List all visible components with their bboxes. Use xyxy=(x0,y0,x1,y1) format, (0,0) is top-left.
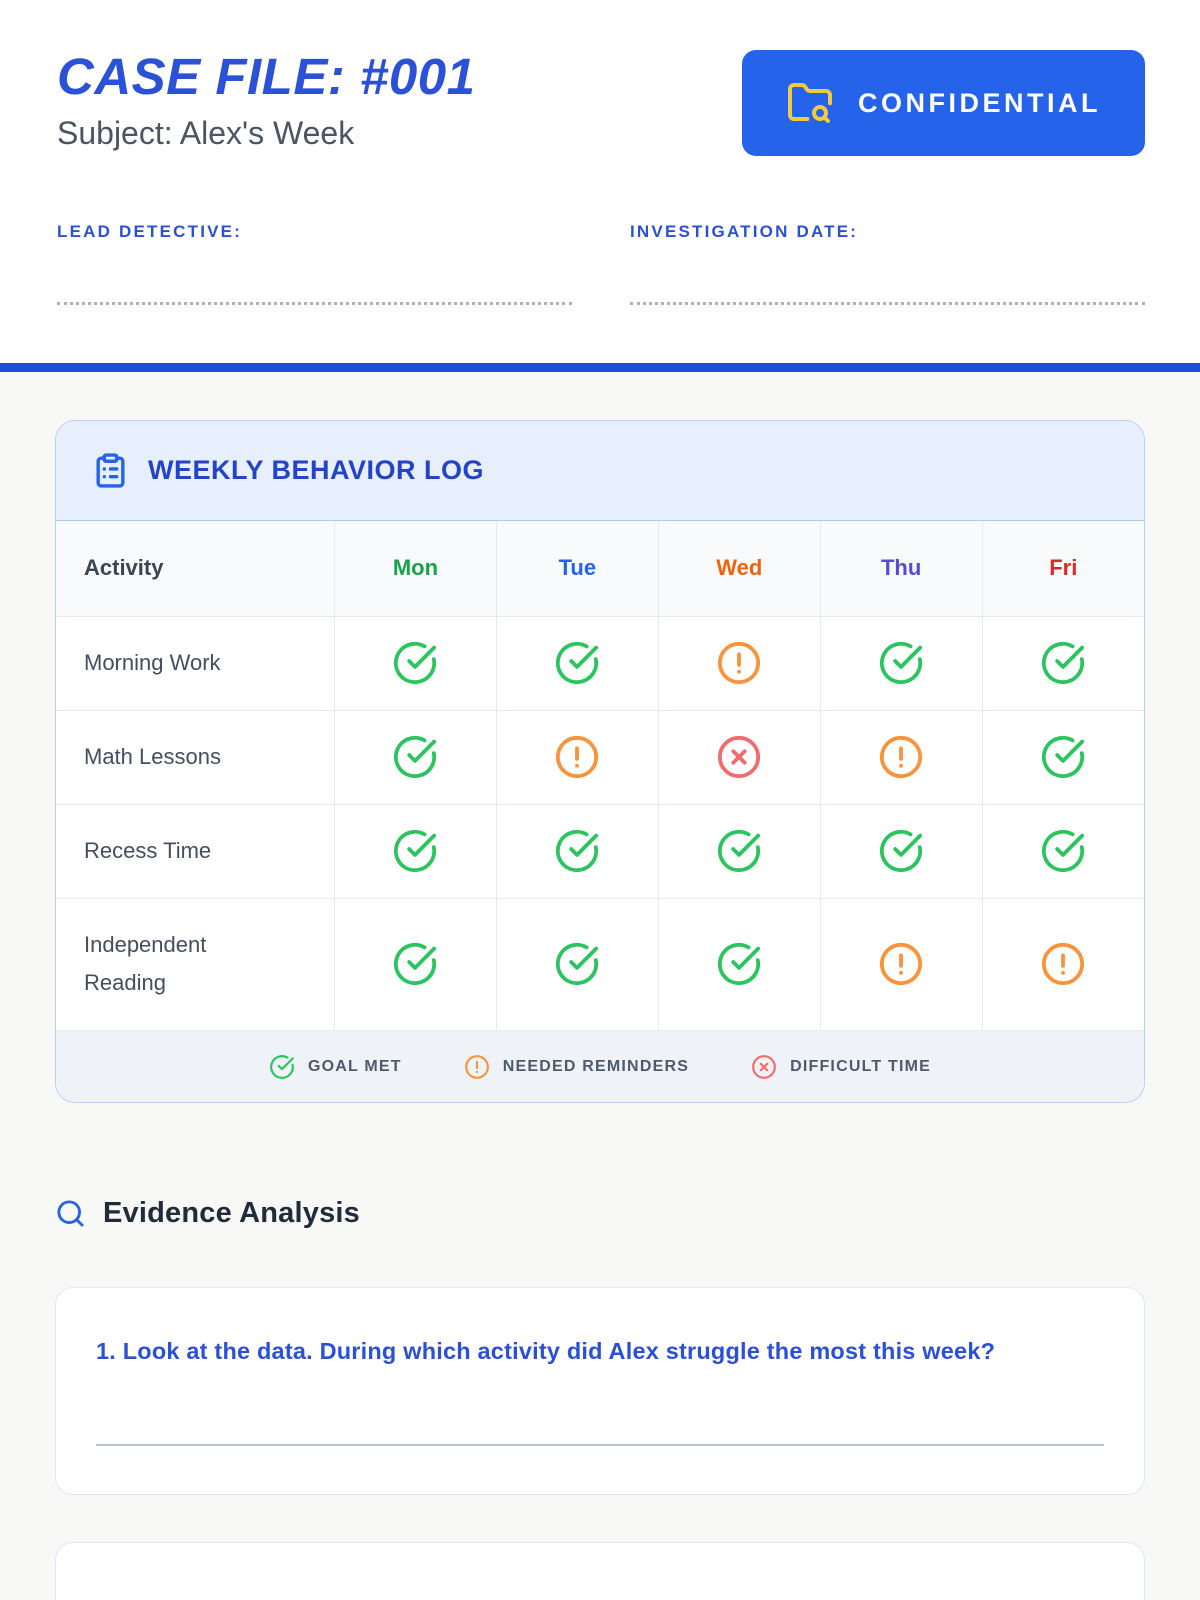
difficult-time-icon xyxy=(751,1054,777,1080)
status-icon xyxy=(495,804,659,898)
status-icon xyxy=(981,898,1144,1030)
search-icon xyxy=(57,1200,84,1227)
case-content: WEEKLY BEHAVIOR LOG Activity Mon Tue Wed… xyxy=(0,372,1200,1600)
evidence-analysis-heading: Evidence Analysis xyxy=(55,1197,1145,1230)
question-1-answer-line xyxy=(96,1444,1104,1446)
lead-detective-label: LEAD DETECTIVE: xyxy=(57,222,243,241)
col-header-mon: Mon xyxy=(334,521,497,616)
folder-search-icon xyxy=(788,83,833,123)
behavior-log-header: WEEKLY BEHAVIOR LOG xyxy=(56,421,1144,521)
case-file-header: CASE FILE: #001 Subject: Alex's Week CON… xyxy=(0,0,1200,363)
status-icon xyxy=(334,710,497,804)
status-icon xyxy=(981,804,1144,898)
table-row-recess-time: Recess Time xyxy=(56,804,1144,898)
status-icon xyxy=(334,616,497,710)
status-icon xyxy=(657,710,821,804)
table-row-math-lessons: Math Lessons xyxy=(56,710,1144,804)
legend-item-goal-met: GOAL MET xyxy=(269,1054,402,1080)
status-icon xyxy=(819,898,983,1030)
status-icon xyxy=(819,710,983,804)
question-1-text: 1. Look at the data. During which activi… xyxy=(96,1338,996,1364)
status-icon xyxy=(495,616,659,710)
status-icon xyxy=(334,898,497,1030)
col-header-fri: Fri xyxy=(981,521,1144,616)
needed-reminders-icon xyxy=(464,1054,490,1080)
section-divider xyxy=(0,363,1200,372)
status-icon xyxy=(657,898,821,1030)
status-icon xyxy=(981,710,1144,804)
question-card-2 xyxy=(55,1542,1145,1600)
behavior-log-card: WEEKLY BEHAVIOR LOG Activity Mon Tue Wed… xyxy=(55,420,1145,1103)
behavior-log-title: WEEKLY BEHAVIOR LOG xyxy=(148,455,485,485)
page-title: CASE FILE: #001 xyxy=(57,48,476,105)
col-header-thu: Thu xyxy=(819,521,983,616)
confidential-badge: CONFIDENTIAL xyxy=(742,50,1145,156)
subject-line: Subject: Alex's Week xyxy=(57,115,355,152)
col-header-activity: Activity xyxy=(56,521,335,616)
activity-label: Recess Time xyxy=(56,804,335,898)
status-icon xyxy=(657,804,821,898)
question-card-1: 1. Look at the data. During which activi… xyxy=(55,1287,1145,1495)
status-icon xyxy=(495,710,659,804)
investigation-date-field: INVESTIGATION DATE: xyxy=(630,222,1145,305)
status-icon xyxy=(495,898,659,1030)
legend-item-needed-reminders: NEEDED REMINDERS xyxy=(464,1054,689,1080)
legend-item-difficult-time: DIFFICULT TIME xyxy=(751,1054,931,1080)
status-icon xyxy=(334,804,497,898)
investigation-date-write-line xyxy=(630,302,1145,305)
status-icon xyxy=(981,616,1144,710)
confidential-label: CONFIDENTIAL xyxy=(858,87,1101,118)
status-icon xyxy=(657,616,821,710)
goal-met-icon xyxy=(269,1054,295,1080)
activity-label: Independent Reading xyxy=(56,898,335,1030)
legend-label: GOAL MET xyxy=(307,1057,402,1075)
table-header-row: Activity Mon Tue Wed Thu Fri xyxy=(56,521,1144,616)
evidence-analysis-title: Evidence Analysis xyxy=(103,1197,361,1229)
legend-label: NEEDED REMINDERS xyxy=(502,1057,690,1075)
investigation-date-label: INVESTIGATION DATE: xyxy=(630,222,859,241)
clipboard-icon xyxy=(96,453,125,488)
status-icon xyxy=(819,804,983,898)
col-header-wed: Wed xyxy=(657,521,821,616)
lead-detective-write-line xyxy=(57,302,572,305)
activity-label: Math Lessons xyxy=(56,710,335,804)
table-row-independent-reading: Independent Reading xyxy=(56,898,1144,1030)
title-block: CASE FILE: #001 Subject: Alex's Week xyxy=(57,48,476,152)
table-row-morning-work: Morning Work xyxy=(56,616,1144,710)
status-icon xyxy=(819,616,983,710)
activity-label: Morning Work xyxy=(56,616,335,710)
legend-label: DIFFICULT TIME xyxy=(790,1057,932,1075)
lead-detective-field: LEAD DETECTIVE: xyxy=(57,222,572,305)
behavior-table: Activity Mon Tue Wed Thu Fri Morning Wor… xyxy=(56,521,1144,1030)
col-header-tue: Tue xyxy=(495,521,659,616)
status-legend: GOAL MET NEEDED REMINDERS DIFFICULT TIME xyxy=(56,1030,1144,1102)
